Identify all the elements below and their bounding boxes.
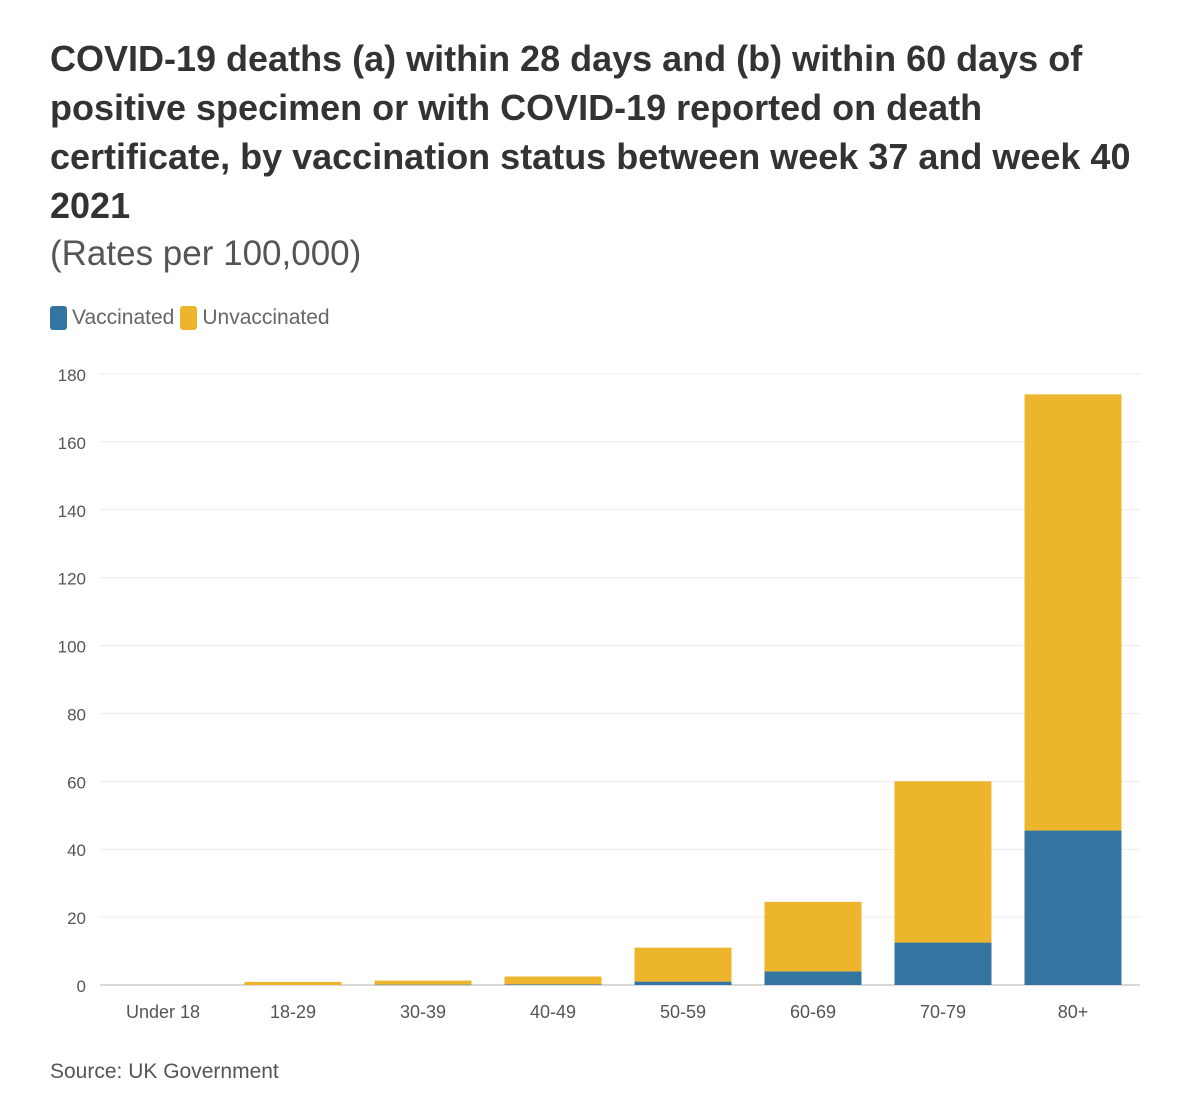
x-tick-label-80-: 80+ xyxy=(1058,1002,1089,1022)
x-tick-label-50-59: 50-59 xyxy=(660,1002,706,1022)
bar-unvaccinated-70-79 xyxy=(894,781,992,943)
bar-unvaccinated-30-39 xyxy=(374,980,472,985)
legend-label-vaccinated: Vaccinated xyxy=(72,306,175,329)
chart-legend: Vaccinated Unvaccinated xyxy=(50,306,336,330)
bar-unvaccinated-60-69 xyxy=(764,901,862,972)
bar-vaccinated-50-59 xyxy=(634,981,732,985)
legend-label-unvaccinated: Unvaccinated xyxy=(202,306,330,329)
bar-unvaccinated-40-49 xyxy=(504,976,602,985)
source-note: Source: UK Government xyxy=(50,1060,279,1083)
bar-vaccinated-30-39 xyxy=(374,984,472,986)
bar-vaccinated-60-69 xyxy=(764,971,862,985)
y-tick-label-40: 40 xyxy=(67,841,86,860)
legend-item-unvaccinated: Unvaccinated xyxy=(180,306,330,330)
x-tick-label-70-79: 70-79 xyxy=(920,1002,966,1022)
legend-item-vaccinated: Vaccinated xyxy=(50,306,174,330)
y-tick-label-120: 120 xyxy=(58,570,86,589)
bar-vaccinated-40-49 xyxy=(504,984,602,985)
x-tick-label-60-69: 60-69 xyxy=(790,1002,836,1022)
x-tick-label-under-18: Under 18 xyxy=(126,1002,200,1022)
y-tick-label-180: 180 xyxy=(58,366,86,385)
x-tick-label-30-39: 30-39 xyxy=(400,1002,446,1022)
y-tick-label-60: 60 xyxy=(67,773,86,792)
y-tick-label-140: 140 xyxy=(58,502,86,521)
bar-vaccinated-80- xyxy=(1024,830,1122,985)
legend-swatch-vaccinated xyxy=(50,306,67,330)
bar-vaccinated-70-79 xyxy=(894,942,992,985)
chart-subtitle: (Rates per 100,000) xyxy=(50,234,362,273)
y-tick-label-160: 160 xyxy=(58,434,86,453)
legend-swatch-unvaccinated xyxy=(180,306,198,330)
x-tick-label-40-49: 40-49 xyxy=(530,1002,576,1022)
y-tick-label-0: 0 xyxy=(77,977,86,996)
bar-unvaccinated-80- xyxy=(1024,394,1122,831)
y-tick-label-100: 100 xyxy=(58,638,86,657)
x-tick-label-18-29: 18-29 xyxy=(270,1002,316,1022)
chart-title: COVID-19 deaths (a) within 28 days and (… xyxy=(50,38,1131,226)
y-tick-label-80: 80 xyxy=(67,705,86,724)
bar-unvaccinated-50-59 xyxy=(634,947,732,982)
bar-unvaccinated-18-29 xyxy=(244,981,342,985)
y-tick-label-20: 20 xyxy=(67,909,86,928)
